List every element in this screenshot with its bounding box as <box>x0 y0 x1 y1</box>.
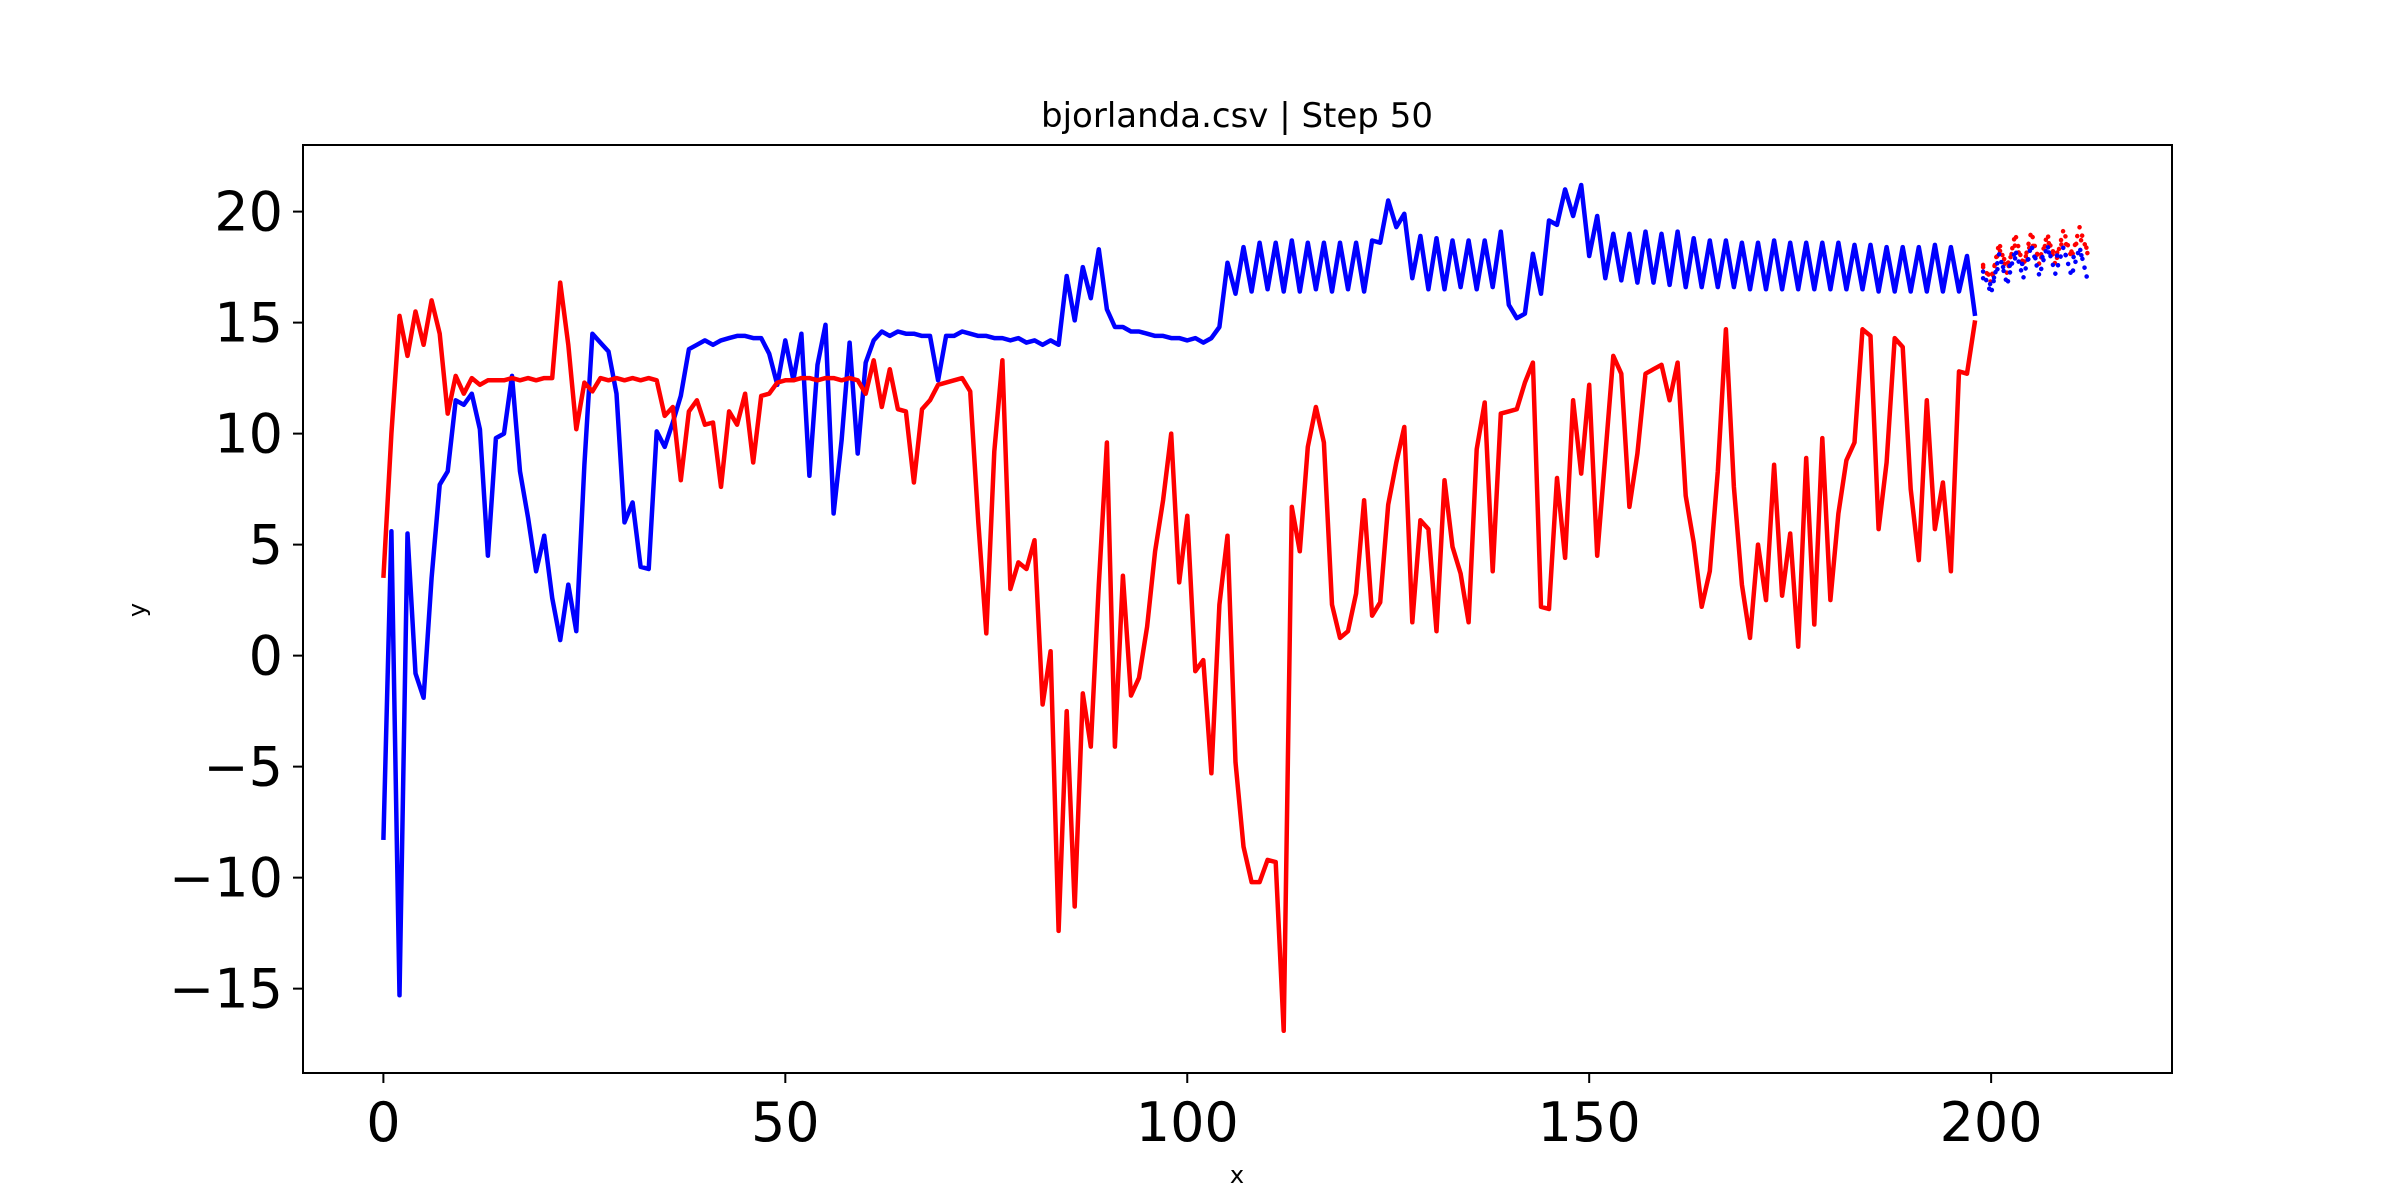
series-line-5 <box>1980 242 2090 296</box>
y-tick-label: 0 <box>249 625 283 688</box>
x-tick-label: 100 <box>1136 1091 1239 1154</box>
x-tick-label: 50 <box>751 1091 820 1154</box>
plot-area: 0 50 100 150 200 −15 −10 −5 0 5 10 15 20 <box>169 144 2173 1154</box>
y-tick-label: −15 <box>169 958 283 1021</box>
plot-frame <box>302 144 2173 1074</box>
series-line-1 <box>381 182 1978 998</box>
y-tick-label: 10 <box>214 403 283 466</box>
y-tick-label: 5 <box>249 514 283 577</box>
chart-title: bjorlanda.csv | Step 50 <box>1041 96 1433 136</box>
y-tick-label: −5 <box>203 736 283 799</box>
series-line-4 <box>1980 235 2090 281</box>
series-line-2 <box>381 280 1978 1034</box>
y-axis-label: y <box>123 603 151 617</box>
x-tick-label: 0 <box>366 1091 400 1154</box>
x-tick-label: 150 <box>1538 1091 1641 1154</box>
series-line-6 <box>1980 249 2090 288</box>
x-tick-label: 200 <box>1940 1091 2043 1154</box>
y-tick-label: 15 <box>214 292 283 355</box>
x-axis-label: x <box>1230 1161 1244 1189</box>
y-tick-label: −10 <box>169 847 283 910</box>
y-tick-label: 20 <box>214 181 283 244</box>
